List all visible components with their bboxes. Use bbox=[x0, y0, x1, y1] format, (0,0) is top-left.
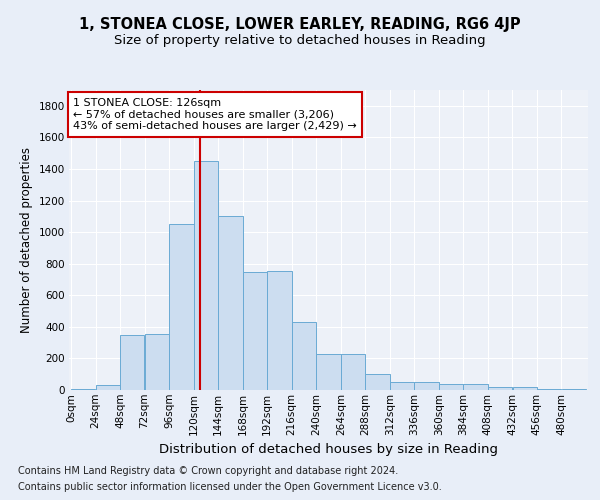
Bar bbox=[316, 354, 341, 390]
Y-axis label: Number of detached properties: Number of detached properties bbox=[20, 147, 33, 333]
Bar bbox=[341, 354, 365, 390]
Bar bbox=[292, 322, 316, 390]
Bar bbox=[415, 382, 439, 390]
Bar bbox=[145, 334, 169, 390]
Bar bbox=[488, 387, 512, 390]
Bar bbox=[463, 384, 488, 390]
Bar bbox=[218, 216, 242, 390]
Bar bbox=[194, 161, 218, 390]
Bar bbox=[365, 374, 389, 390]
Text: Contains HM Land Registry data © Crown copyright and database right 2024.: Contains HM Land Registry data © Crown c… bbox=[18, 466, 398, 476]
Bar bbox=[439, 384, 463, 390]
Text: Contains public sector information licensed under the Open Government Licence v3: Contains public sector information licen… bbox=[18, 482, 442, 492]
Bar bbox=[120, 334, 145, 390]
Text: Size of property relative to detached houses in Reading: Size of property relative to detached ho… bbox=[114, 34, 486, 47]
Bar bbox=[95, 386, 120, 390]
Bar bbox=[169, 224, 194, 390]
Bar bbox=[512, 387, 537, 390]
Bar bbox=[390, 382, 414, 390]
Bar bbox=[243, 272, 267, 390]
Bar bbox=[537, 389, 562, 390]
Bar bbox=[268, 271, 292, 390]
Bar bbox=[71, 389, 95, 390]
Text: 1 STONEA CLOSE: 126sqm
← 57% of detached houses are smaller (3,206)
43% of semi-: 1 STONEA CLOSE: 126sqm ← 57% of detached… bbox=[73, 98, 357, 131]
Text: 1, STONEA CLOSE, LOWER EARLEY, READING, RG6 4JP: 1, STONEA CLOSE, LOWER EARLEY, READING, … bbox=[79, 18, 521, 32]
X-axis label: Distribution of detached houses by size in Reading: Distribution of detached houses by size … bbox=[159, 443, 498, 456]
